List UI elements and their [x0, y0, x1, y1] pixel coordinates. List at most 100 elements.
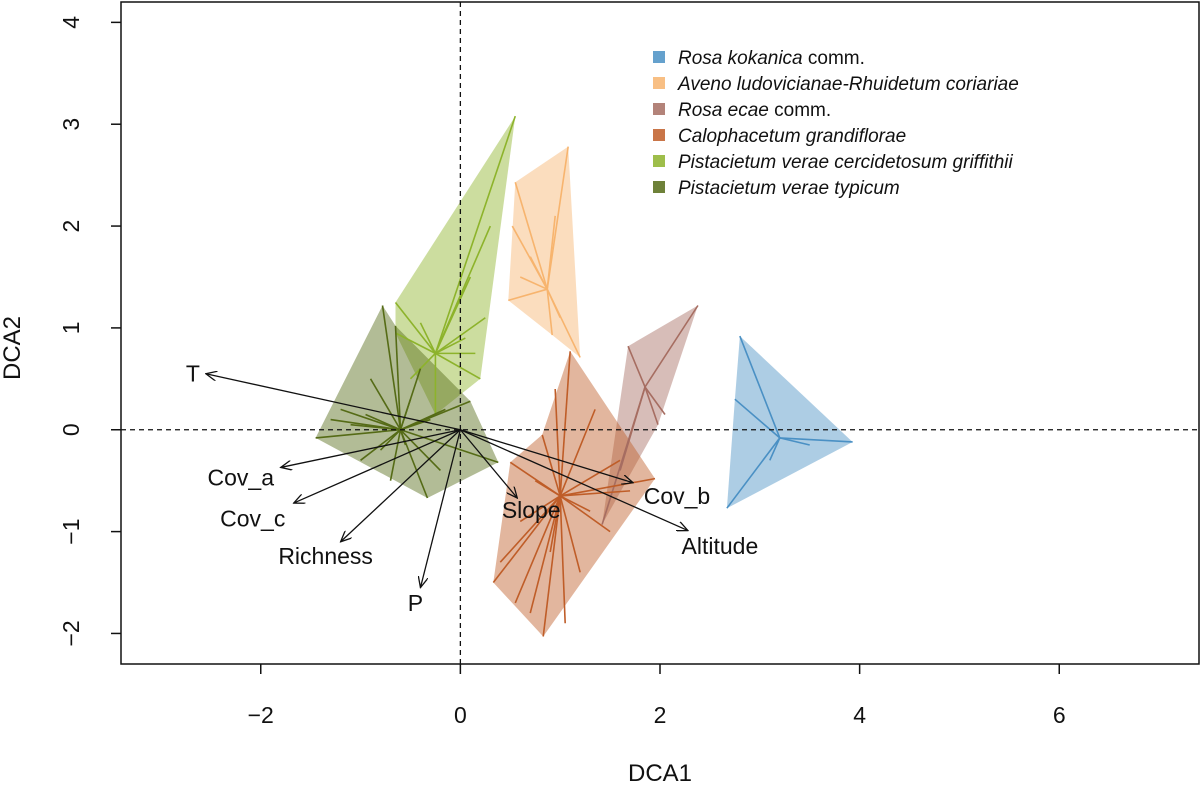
- vector-label-slope: Slope: [502, 497, 561, 523]
- legend-label-6: Pistacietum verae typicum: [678, 178, 900, 199]
- spider-line-g1-1: [739, 335, 781, 439]
- y-tick-label-6: 3: [58, 118, 84, 131]
- spider-line-g4-7: [499, 495, 561, 563]
- spider-line-g4-10: [559, 495, 566, 624]
- spider-line-g2-7: [529, 256, 548, 290]
- spider-line-g4-3: [542, 495, 561, 637]
- vector-arrow-cov-c: [294, 429, 461, 503]
- reference-lines: [121, 2, 1199, 664]
- legend-label-italic-6: Pistacietum verae typicum: [678, 178, 900, 199]
- group-hull-2: [508, 146, 581, 358]
- spider-line-g5-11: [409, 352, 436, 380]
- vector-label-cov-b: Cov_b: [644, 483, 710, 509]
- vector-label-cov-a: Cov_a: [208, 465, 275, 491]
- vector-arrow-altitude: [460, 429, 688, 531]
- spider-line-g6-1: [381, 305, 402, 430]
- legend-label-3: Rosa ecae comm.: [678, 100, 831, 121]
- environmental-vectors: T Cov_a Cov_c Richness P Slope Cov_b Altitude: [186, 361, 758, 616]
- legend-label-suffix-3: comm.: [769, 100, 831, 121]
- legend-swatch-6: [653, 181, 665, 193]
- y-tick-label-5: 2: [58, 220, 84, 233]
- vector-arrow-cov-b: [460, 429, 633, 483]
- spider-line-g2-5: [508, 288, 548, 302]
- spider-line-g6-8: [360, 429, 401, 461]
- spider-line-g1-5: [779, 437, 810, 446]
- legend-label-1: Rosa kokanica comm.: [678, 48, 865, 69]
- spider-line-g4-1: [559, 351, 571, 497]
- y-tick-label-1: −2: [58, 620, 84, 646]
- x-axis-title: DCA1: [628, 760, 692, 786]
- legend-label-italic-5: Pistacietum verae cercidetosum griffithi…: [678, 152, 1014, 173]
- spider-line-g4-9: [529, 495, 561, 614]
- vector-label-t: T: [186, 361, 200, 387]
- spider-line-g2-4: [546, 289, 553, 336]
- vector-label-p: P: [408, 590, 423, 616]
- spider-line-g2-9: [519, 276, 548, 290]
- spider-line-g3-3: [644, 386, 659, 425]
- spider-line-g1-6: [769, 437, 781, 461]
- spider-line-g4-11: [559, 495, 581, 573]
- spider-line-g4-15: [554, 388, 561, 496]
- legend-label-italic-4: Calophacetum grandiflorae: [678, 126, 906, 147]
- spider-line-g4-14: [559, 409, 596, 497]
- spider-line-g1-3: [726, 437, 781, 509]
- spider-line-g5-7: [434, 276, 472, 354]
- spider-line-g2-10: [546, 215, 556, 290]
- vector-arrow-p: [420, 429, 462, 588]
- spider-line-g4-18: [559, 495, 591, 512]
- spider-line-g5-5: [395, 332, 436, 355]
- spider-line-g4-17: [549, 495, 561, 553]
- spider-line-g2-8: [546, 288, 561, 319]
- spider-line-g6-9: [369, 378, 402, 431]
- vector-arrow-slope: [459, 429, 517, 498]
- legend-label-italic-1: Rosa kokanica: [678, 48, 803, 69]
- legend-label-suffix-1: comm.: [803, 48, 865, 69]
- spider-line-g4-13: [560, 490, 631, 497]
- axes: −2 0 2 4 6 −2 −1 0 1 2 3 4: [58, 1, 1200, 728]
- spider-line-g4-8: [514, 495, 561, 604]
- vector-arrow-cov-a: [281, 429, 461, 468]
- spider-line-g3-6: [619, 386, 646, 471]
- spider-line-g1-4: [734, 398, 781, 439]
- spider-line-g4-4: [492, 495, 561, 584]
- spider-line-g6-4: [400, 428, 499, 464]
- legend-label-4: Calophacetum grandiflorae: [678, 126, 906, 147]
- y-tick-label-3: 0: [58, 423, 84, 436]
- spider-line-g4-2: [560, 477, 656, 497]
- vector-label-richness: Richness: [278, 543, 373, 569]
- legend-label-5: Pistacietum verae cercidetosum griffithi…: [678, 152, 1014, 173]
- spider-line-g5-3: [435, 352, 481, 380]
- x-tick-label-5: 6: [1053, 702, 1066, 728]
- spider-line-g3-1: [627, 345, 646, 388]
- legend-label-2: Aveno ludovicianae-Rhuidetum coriariae: [677, 74, 1019, 95]
- spider-line-g6-2: [394, 325, 402, 430]
- spider-line-g4-6: [541, 434, 561, 497]
- spider-line-g4-19: [559, 459, 621, 497]
- spider-line-g5-9: [435, 337, 466, 355]
- spider-line-g5-2: [434, 115, 517, 354]
- y-tick-label-7: 4: [58, 16, 84, 29]
- spider-line-g2-2: [546, 146, 569, 290]
- spider-line-g4-20: [534, 479, 561, 497]
- y-axis-title: DCA2: [0, 316, 26, 380]
- spider-line-g6-14: [399, 368, 422, 431]
- spider-line-g6-11: [399, 429, 441, 472]
- spider-line-g6-12: [379, 429, 402, 451]
- spider-line-g3-5: [644, 386, 666, 415]
- y-tick-label-4: 1: [58, 322, 84, 335]
- spider-line-g5-8: [419, 322, 437, 354]
- spider-line-g2-1: [514, 182, 548, 290]
- vector-arrow-richness: [341, 429, 461, 542]
- legend: Rosa kokanica comm. Aveno ludovicianae-Rh…: [653, 48, 1019, 199]
- spider-line-g6-20: [400, 408, 446, 431]
- vector-label-altitude: Altitude: [682, 533, 759, 559]
- x-tick-label-3: 2: [654, 702, 667, 728]
- spider-line-g1-2: [779, 437, 853, 443]
- legend-swatch-2: [653, 77, 665, 89]
- spider-line-g6-17: [330, 418, 401, 431]
- spider-line-g3-2: [644, 305, 699, 388]
- spider-line-g6-6: [315, 428, 401, 439]
- group-hull-3: [602, 305, 698, 525]
- spider-line-g4-12: [559, 495, 611, 533]
